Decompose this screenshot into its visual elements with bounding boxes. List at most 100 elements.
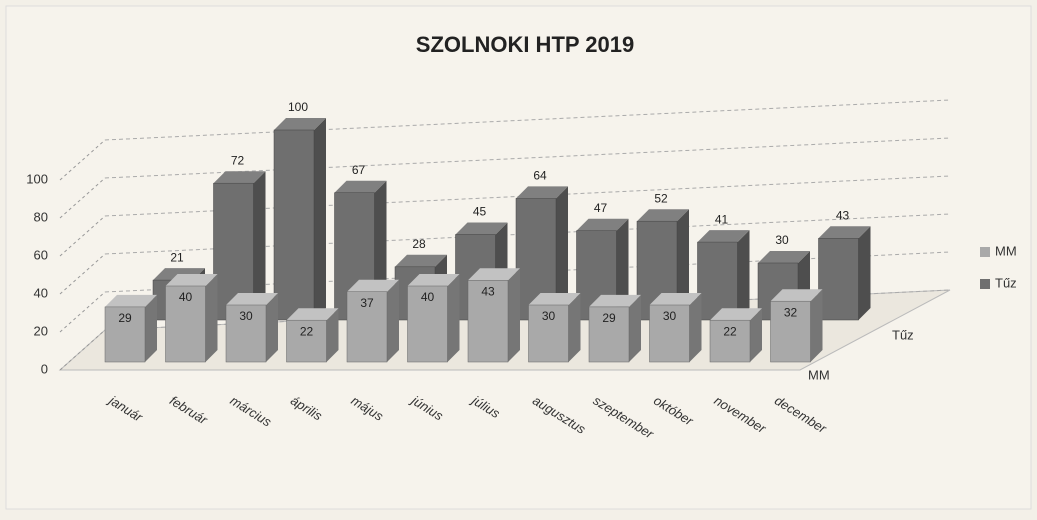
bar-side: [556, 186, 568, 320]
data-label: 43: [836, 208, 850, 222]
data-label: 41: [715, 212, 729, 226]
bar-top: [274, 118, 326, 130]
bar-side: [508, 268, 520, 362]
data-label: 47: [594, 201, 608, 215]
bar-top: [516, 186, 568, 199]
bar-top: [407, 274, 460, 286]
bar-top: [576, 218, 629, 231]
bar-side: [750, 308, 762, 362]
bar-top: [468, 268, 520, 281]
z-tick-label: MM: [808, 367, 830, 382]
bar-top: [213, 171, 266, 184]
bar-side: [387, 279, 399, 362]
y-tick-label: 80: [34, 209, 48, 224]
y-tick-label: 100: [26, 171, 48, 186]
data-label: 100: [288, 100, 308, 114]
bar-top: [455, 222, 508, 235]
bar-top: [649, 293, 702, 305]
data-label: 67: [352, 163, 366, 177]
bar-top: [710, 308, 762, 321]
bar: [286, 319, 327, 363]
bar-side: [689, 293, 702, 362]
bar: [770, 300, 811, 363]
bar: [225, 304, 267, 363]
bar-top: [226, 293, 278, 305]
bar-top: [105, 294, 157, 307]
bar-top: [770, 289, 823, 302]
bar-side: [616, 218, 629, 320]
data-label: 21: [170, 250, 184, 264]
bar-top: [395, 254, 447, 267]
grid-line: [59, 215, 106, 257]
bar-side: [145, 294, 157, 362]
bar-side: [447, 274, 460, 362]
bar-side: [326, 308, 339, 362]
bar: [528, 304, 569, 363]
bar-top: [286, 308, 339, 321]
bar: [818, 238, 859, 321]
legend-swatch: [980, 279, 990, 289]
bar: [346, 291, 388, 363]
bar-top: [334, 180, 387, 193]
grid-line: [59, 329, 106, 371]
legend-label: MM: [995, 243, 1017, 258]
bar-top: [758, 251, 810, 263]
grid-line: [59, 139, 106, 181]
bar-top: [528, 293, 581, 305]
y-tick-label: 20: [34, 323, 48, 338]
bar: [104, 306, 146, 363]
data-label: 29: [118, 311, 132, 325]
bar-side: [568, 293, 581, 362]
data-label: 29: [602, 311, 616, 325]
data-label: 37: [360, 296, 374, 310]
data-label: 43: [481, 284, 495, 298]
data-label: 40: [179, 290, 193, 304]
bar-top: [589, 294, 641, 307]
bar: [273, 129, 315, 321]
data-label: 30: [542, 309, 556, 323]
data-label: 30: [663, 309, 677, 323]
bar-side: [314, 118, 326, 320]
bar: [709, 319, 751, 363]
bar-side: [253, 171, 266, 320]
legend-label: Tűz: [995, 275, 1017, 290]
data-label: 32: [784, 305, 798, 319]
data-label: 30: [775, 233, 789, 247]
grid-line: [59, 291, 106, 333]
bar: [588, 306, 630, 363]
bar-side: [629, 294, 641, 362]
bar-top: [347, 279, 399, 292]
bar-top: [818, 226, 871, 239]
bar-side: [266, 293, 278, 362]
z-tick-label: Tűz: [892, 327, 914, 342]
data-label: 22: [300, 324, 314, 338]
bar-side: [810, 289, 823, 362]
bar: [467, 280, 509, 363]
data-label: 40: [421, 290, 435, 304]
bar: [165, 285, 206, 363]
y-tick-label: 0: [41, 361, 48, 376]
bar-top: [165, 274, 218, 286]
bar: [649, 304, 690, 363]
data-label: 52: [654, 191, 668, 205]
data-label: 28: [412, 237, 426, 251]
data-label: 22: [723, 324, 737, 338]
bar-side: [205, 274, 218, 362]
bar-side: [677, 209, 689, 320]
bar-top: [697, 230, 750, 243]
y-tick-label: 40: [34, 285, 48, 300]
bar-side: [858, 226, 871, 320]
grid-line: [59, 177, 106, 219]
bar-side: [737, 230, 750, 320]
bar-top: [637, 209, 689, 222]
data-label: 72: [231, 153, 245, 167]
bar: [407, 285, 448, 363]
y-tick-label: 60: [34, 247, 48, 262]
grid-line: [59, 253, 106, 295]
chart-title: SZOLNOKI HTP 2019: [416, 32, 634, 57]
legend-swatch: [980, 247, 990, 257]
data-label: 30: [239, 309, 253, 323]
data-label: 64: [533, 169, 547, 183]
data-label: 45: [473, 205, 487, 219]
